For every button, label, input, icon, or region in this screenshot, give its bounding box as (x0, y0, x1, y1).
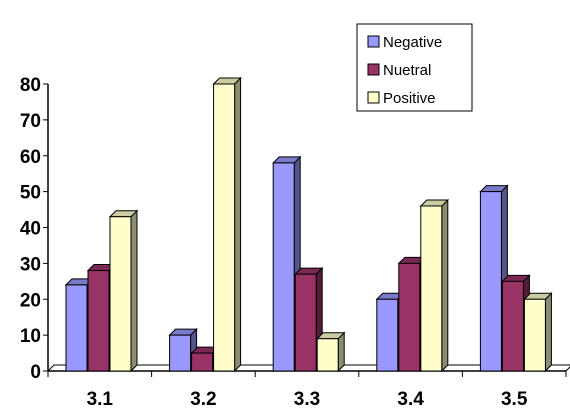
bar-front (523, 298, 546, 372)
bar-front (87, 270, 110, 372)
x-tick-label: 3.1 (87, 389, 114, 410)
bar-side (234, 76, 242, 373)
bar-side (544, 292, 552, 373)
x-tick-label: 3.5 (501, 389, 528, 410)
bar-front (479, 191, 502, 372)
bar-side (441, 198, 449, 373)
legend-swatch-positive (367, 91, 380, 104)
bar-negative-3-2 (168, 327, 198, 373)
y-tick-label: 30 (20, 254, 41, 275)
bar-positive-3-1 (108, 209, 139, 373)
bar-front (65, 284, 88, 372)
y-tick-labels: 0 10 20 30 40 50 60 70 80 (20, 75, 41, 383)
y-tick-label: 60 (20, 147, 41, 168)
y-tick-label: 80 (20, 75, 41, 96)
legend-label-negative: Negative (383, 34, 442, 51)
legend-label-positive: Positive (383, 90, 436, 107)
x-tick-label: 3.3 (294, 389, 320, 410)
y-tick-label: 70 (20, 111, 41, 132)
legend-swatch-negative (367, 35, 380, 48)
y-tick-label: 40 (20, 219, 41, 240)
y-tick-label: 0 (30, 362, 41, 383)
bar-positive-3-5 (523, 292, 553, 373)
legend-label-nuetral: Nuetral (383, 62, 431, 79)
bars (64, 76, 553, 373)
bar-front (501, 280, 524, 372)
bar-positive-3-2 (212, 76, 242, 373)
bar-front (213, 83, 236, 372)
bar-front (109, 216, 132, 372)
bar-front (272, 162, 295, 372)
bar-front (316, 338, 339, 372)
bar-front (191, 352, 214, 372)
bar-positive-3-4 (419, 198, 450, 373)
bar-front (398, 262, 421, 372)
bar-side (130, 209, 138, 373)
bar-front (420, 205, 443, 372)
x-tick-label: 3.4 (397, 389, 424, 410)
x-tick-labels: 3.1 3.2 3.3 3.4 3.5 (87, 389, 528, 410)
y-tick-label: 20 (20, 290, 41, 311)
bar-front (169, 334, 192, 372)
legend-swatch-nuetral (367, 63, 380, 76)
x-tick-label: 3.2 (190, 389, 216, 410)
bar-front (294, 273, 317, 372)
y-tick-label: 50 (20, 183, 41, 204)
bar-front (376, 298, 399, 372)
bar-positive-3-3 (315, 331, 346, 373)
y-tick-label: 10 (20, 326, 41, 347)
legend: Negative Nuetral Positive (356, 23, 473, 112)
